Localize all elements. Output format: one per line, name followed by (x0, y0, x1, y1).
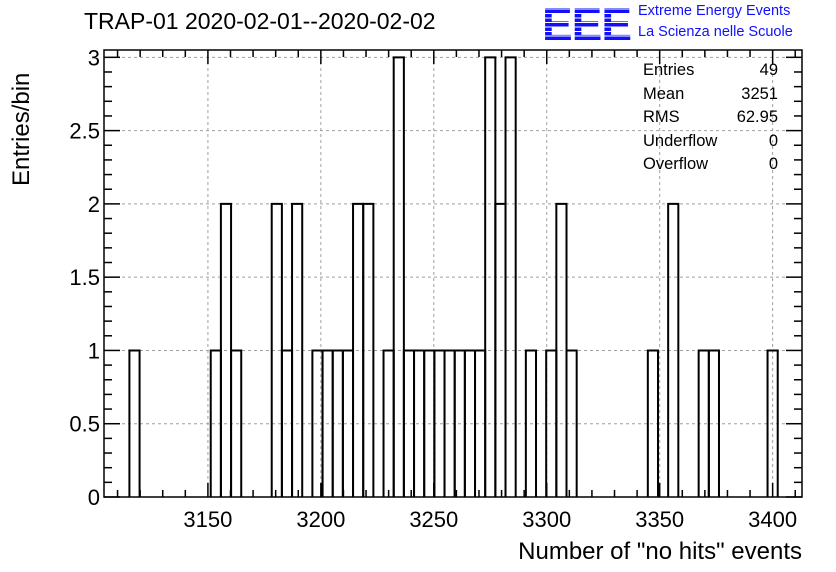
tick-labels: 3150 3200 3250 3300 3350 3400 0 0.5 1 1.5 2 2.5 3 (69, 45, 797, 532)
stats-value-underflow: 0 (768, 131, 778, 150)
x-axis-label: Number of "no hits" events (518, 538, 802, 565)
hist-bin-12 (362, 202, 375, 497)
y-tick-label-0: 0 (88, 485, 100, 510)
logo-line-2: La Scienza nelle Scuole (638, 24, 793, 40)
x-tick-label-3: 3300 (522, 507, 571, 532)
hist-bin-33 (707, 349, 720, 497)
hist-bin-3 (230, 349, 243, 497)
stats-label-rms: RMS (643, 108, 680, 126)
stats-value-overflow: 0 (768, 155, 778, 173)
stats-label-entries: Entries (643, 61, 695, 79)
hist-bin-29 (565, 349, 578, 497)
hist-bin-14 (392, 56, 405, 497)
stats-label-overflow: Overflow (643, 155, 709, 173)
hist-bin-25 (504, 56, 517, 497)
histogram-series (128, 56, 779, 497)
y-tick-label-2: 1 (88, 338, 100, 363)
y-axis-label: Entries/bin (8, 72, 35, 186)
grid-lines (104, 50, 802, 497)
y-tick-label-1: 0.5 (69, 412, 100, 437)
y-tick-label-3: 1.5 (69, 265, 100, 290)
x-tick-label-5: 3400 (748, 507, 797, 532)
plot-frame (103, 49, 803, 498)
eee-logo-text: EEE (542, 0, 631, 50)
x-tick-label-1: 3200 (296, 507, 345, 532)
x-tick-label-0: 3150 (183, 507, 232, 532)
hist-bin-34 (766, 349, 779, 497)
axis-ticks (104, 50, 802, 498)
y-tick-label-4: 2 (88, 192, 100, 217)
stats-label-mean: Mean (643, 84, 685, 103)
hist-bin-0 (128, 349, 141, 497)
hist-bin-31 (667, 202, 680, 497)
y-tick-label-5: 2.5 (69, 119, 100, 144)
stats-value-entries: 49 (759, 61, 778, 79)
stats-value-mean: 3251 (741, 84, 778, 103)
chart-title: TRAP-01 2020-02-01--2020-02-02 (84, 8, 436, 34)
eee-logo-icon: EEE (540, 0, 634, 50)
hist-bin-26 (524, 349, 538, 497)
stats-label-underflow: Underflow (643, 131, 718, 150)
y-tick-label-6: 3 (88, 45, 100, 70)
x-tick-label-4: 3350 (635, 507, 684, 532)
hist-bin-30 (646, 349, 659, 497)
logo-line-1: Extreme Energy Events (638, 3, 791, 19)
x-tick-label-2: 3250 (409, 507, 458, 532)
stats-value-rms: 62.95 (736, 108, 778, 126)
hist-bin-6 (291, 202, 304, 497)
